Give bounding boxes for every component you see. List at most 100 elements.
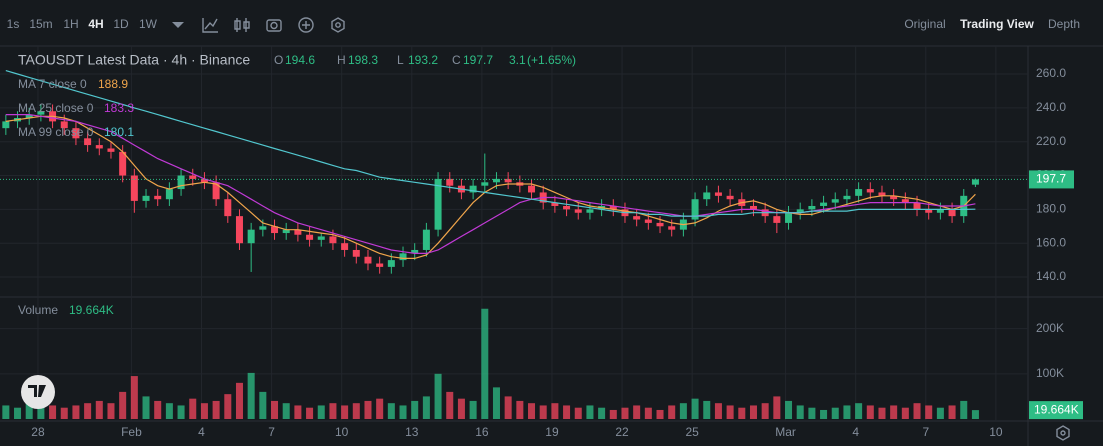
candle-body [154,195,162,200]
ma-legend-name: MA 25 close 0 [18,101,94,115]
candle-body [749,205,757,210]
volume-bar [890,405,898,419]
volume-bar [271,400,279,419]
candle-body [890,195,898,200]
candle-body [352,249,360,257]
candle-body [831,199,839,203]
volume-bar [948,405,956,419]
volume-bar [633,405,641,419]
volume-bar [364,400,372,419]
x-tick-label: 13 [405,425,419,439]
ma-legend-value: 188.9 [98,77,128,91]
candle-body [411,249,419,254]
candle-body [936,209,944,213]
volume-bar [960,400,968,419]
volume-bar [574,407,582,419]
candle-body [95,145,103,149]
volume-bar [598,407,606,419]
candle-body [282,229,290,234]
interval-dropdown[interactable] [172,22,184,28]
candle-body [142,195,150,201]
candle-body [376,263,384,267]
price-badge-label: 197.7 [1036,172,1066,186]
volume-tick-label: 200K [1036,321,1064,335]
volume-bar [469,400,477,419]
add-icon[interactable] [298,17,314,33]
volume-bar [14,407,22,419]
volume-bar [317,405,325,419]
volume-bar [866,405,874,419]
volume-bar [913,403,921,419]
interval-button[interactable]: 15m [29,17,52,31]
interval-button[interactable]: 1H [63,17,78,31]
x-tick-label: 28 [31,425,45,439]
candle-body [843,195,851,200]
candle-body [551,202,559,206]
volume-bar [294,405,302,419]
view-button[interactable]: Depth [1048,17,1080,31]
view-button[interactable]: Trading View [960,17,1034,31]
volume-bar [457,398,465,419]
x-tick-label: 16 [475,425,489,439]
candle-body [317,236,325,240]
ohlc-letter: C [452,53,461,67]
volume-bar [738,407,746,419]
volume-legend-name: Volume [18,303,58,317]
volume-bar [796,405,804,419]
volume-bar [235,382,243,419]
volume-bar [563,405,571,419]
interval-button[interactable]: 1D [113,17,129,31]
candle-type-icon[interactable] [234,18,250,32]
x-tick-label: 10 [989,425,1003,439]
settings-icon[interactable] [331,17,345,33]
x-tick-label: 7 [922,425,929,439]
interval-button[interactable]: 4H [88,17,103,31]
y-tick-label: 180.0 [1036,202,1066,216]
candle-body [528,185,536,193]
interval-button[interactable]: 1s [7,17,20,31]
volume-bar [504,396,512,419]
volume-bar [749,405,757,419]
candle-body [609,205,617,210]
candle-body [703,192,711,200]
time-axis-settings[interactable] [1056,425,1070,441]
volume-bar [37,400,45,419]
volume-bar [516,400,524,419]
volume-bar [878,407,886,419]
toolbar: 1s 15m 1H 4H 1D 1W Original Trading View Depth [7,17,1080,33]
x-tick-label: 4 [198,425,205,439]
y-tick-label: 240.0 [1036,100,1066,114]
indicator-icon[interactable] [202,18,218,33]
candle-body [247,229,255,244]
volume-badge [1029,401,1083,420]
y-tick-label: 220.0 [1036,134,1066,148]
ma-legend-value: 180.1 [104,125,134,139]
screenshot-icon[interactable] [266,19,282,32]
x-tick-label: 19 [545,425,559,439]
volume-bar [492,387,500,419]
x-tick-label: 10 [335,425,349,439]
candle-body [329,236,337,244]
y-tick-label: 260.0 [1036,66,1066,80]
volume-bar [95,400,103,419]
volume-bar [60,407,68,419]
volume-bar [107,403,115,419]
volume-bar [282,403,290,419]
view-button[interactable]: Original [904,17,945,31]
ma-line [5,70,976,217]
candle-body [820,202,828,206]
candle-body [200,178,208,183]
candle-body [119,151,127,176]
volume-bar [726,405,734,419]
candle-body [434,178,442,230]
candle-body [60,121,68,129]
change-value: 3.1 [509,53,526,67]
candle-body [563,205,571,210]
x-tick-label: 4 [852,425,859,439]
candle-body [399,253,407,261]
volume-bar [259,391,267,419]
candle-body [259,226,267,230]
interval-button[interactable]: 1W [139,17,158,31]
candle-body [84,138,92,146]
volume-bar [49,405,57,419]
